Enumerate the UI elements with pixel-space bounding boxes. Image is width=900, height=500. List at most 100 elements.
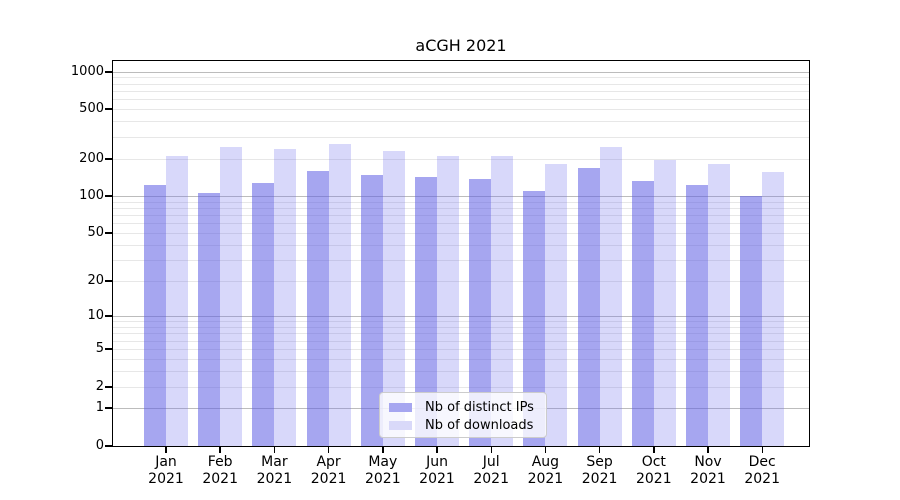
bar-distinct-ips-jun xyxy=(415,177,437,446)
minor-gridline-80 xyxy=(113,207,809,209)
x-tick-label-jul: Jul 2021 xyxy=(473,454,509,487)
y-tick-1000 xyxy=(105,70,112,73)
minor-gridline-600 xyxy=(113,99,809,101)
x-tick-label-may: May 2021 xyxy=(364,454,401,487)
y-tick-label-10: 10 xyxy=(87,308,104,324)
bar-distinct-ips-sep xyxy=(577,168,600,446)
y-tick-100 xyxy=(105,195,112,197)
minor-gridline-8 xyxy=(113,327,809,328)
y-tick-label-1000: 1000 xyxy=(70,63,104,79)
minor-gridline-6 xyxy=(113,340,809,342)
y-tick-label-0: 0 xyxy=(95,438,104,453)
y-tick-label-5: 5 xyxy=(95,340,104,356)
bar-downloads-jun xyxy=(437,156,459,446)
legend-swatch-distinct-ips xyxy=(389,402,412,412)
y-tick-1 xyxy=(105,407,112,410)
x-tick-label-nov: Nov 2021 xyxy=(690,454,726,487)
minor-gridline-700 xyxy=(113,91,809,92)
bar-downloads-dec xyxy=(762,172,785,446)
minor-gridline-300 xyxy=(113,136,809,138)
x-tick-may xyxy=(382,447,384,453)
minor-gridline-7 xyxy=(113,333,809,335)
legend-swatch-downloads xyxy=(389,420,412,430)
x-tick-label-jan: Jan 2021 xyxy=(148,454,184,487)
y-tick-label-1: 1 xyxy=(95,400,104,416)
x-tick-mar xyxy=(273,447,276,453)
bar-downloads-nov xyxy=(708,163,730,446)
minor-gridline-50 xyxy=(113,233,809,234)
major-gridline-100 xyxy=(113,196,809,197)
legend-label-distinct-ips: Nb of distinct IPs xyxy=(425,399,534,415)
minor-gridline-500 xyxy=(113,109,809,111)
bar-downloads-apr xyxy=(328,143,351,446)
x-tick-jul xyxy=(490,447,492,453)
minor-gridline-4 xyxy=(113,358,809,360)
x-tick-jan xyxy=(165,447,167,453)
y-tick-500 xyxy=(105,108,112,111)
chart-title: aCGH 2021 xyxy=(415,36,507,55)
minor-gridline-900 xyxy=(113,77,809,79)
y-tick-label-200: 200 xyxy=(79,150,104,166)
y-tick-label-20: 20 xyxy=(87,273,104,289)
y-tick-50 xyxy=(105,232,112,234)
minor-gridline-200 xyxy=(113,158,809,160)
minor-gridline-30 xyxy=(113,260,809,261)
bar-distinct-ips-oct xyxy=(631,180,654,446)
minor-gridline-20 xyxy=(113,281,809,283)
bar-downloads-may xyxy=(382,151,405,446)
x-tick-oct xyxy=(653,447,655,453)
x-tick-apr xyxy=(327,447,330,453)
bar-distinct-ips-may xyxy=(360,175,383,446)
bar-distinct-ips-jul xyxy=(469,179,492,446)
x-tick-label-jun: Jun 2021 xyxy=(419,454,455,487)
y-tick-5 xyxy=(105,347,112,350)
minor-gridline-70 xyxy=(113,215,809,217)
bar-downloads-oct xyxy=(653,159,676,446)
minor-gridline-60 xyxy=(113,223,809,225)
y-tick-10 xyxy=(105,315,112,318)
y-tick-label-100: 100 xyxy=(79,188,104,203)
y-tick-label-500: 500 xyxy=(79,101,104,117)
bar-distinct-ips-feb xyxy=(198,193,221,446)
minor-gridline-5 xyxy=(113,348,809,350)
minor-gridline-3 xyxy=(113,370,809,372)
minor-gridline-800 xyxy=(113,83,809,85)
y-tick-2 xyxy=(105,385,112,388)
x-tick-jun xyxy=(436,447,438,453)
x-tick-dec xyxy=(761,447,763,453)
bar-distinct-ips-apr xyxy=(306,170,329,446)
x-tick-label-dec: Dec 2021 xyxy=(744,454,780,487)
bar-distinct-ips-aug xyxy=(523,190,546,446)
bar-downloads-jul xyxy=(491,155,514,446)
legend-row-distinct-ips: Nb of distinct IPs xyxy=(380,398,546,416)
y-tick-200 xyxy=(105,157,112,160)
y-tick-label-2: 2 xyxy=(95,378,104,394)
y-tick-0 xyxy=(105,445,112,447)
x-tick-label-mar: Mar 2021 xyxy=(256,454,293,487)
legend: Nb of distinct IPs Nb of downloads xyxy=(379,392,547,438)
x-tick-feb xyxy=(219,447,221,453)
bar-distinct-ips-dec xyxy=(740,196,763,446)
major-gridline-10 xyxy=(113,316,809,318)
plot-area: Nb of distinct IPs Nb of downloads xyxy=(112,60,810,447)
x-tick-sep xyxy=(598,447,601,453)
y-tick-label-50: 50 xyxy=(87,225,104,240)
x-tick-label-feb: Feb 2021 xyxy=(202,454,238,487)
x-tick-nov xyxy=(707,447,709,453)
x-tick-label-apr: Apr 2021 xyxy=(310,454,347,487)
legend-row-downloads: Nb of downloads xyxy=(380,416,546,434)
bar-downloads-jan xyxy=(166,155,188,446)
x-tick-aug xyxy=(544,447,547,453)
bar-downloads-sep xyxy=(599,147,622,446)
minor-gridline-40 xyxy=(113,244,809,246)
legend-label-downloads: Nb of downloads xyxy=(425,417,534,433)
bar-distinct-ips-mar xyxy=(252,182,275,446)
minor-gridline-9 xyxy=(113,321,809,323)
y-tick-20 xyxy=(105,280,112,283)
bar-distinct-ips-nov xyxy=(686,185,708,446)
x-tick-label-oct: Oct 2021 xyxy=(635,454,672,487)
bar-downloads-aug xyxy=(545,163,568,446)
minor-gridline-400 xyxy=(113,121,809,123)
bar-downloads-mar xyxy=(274,149,297,446)
